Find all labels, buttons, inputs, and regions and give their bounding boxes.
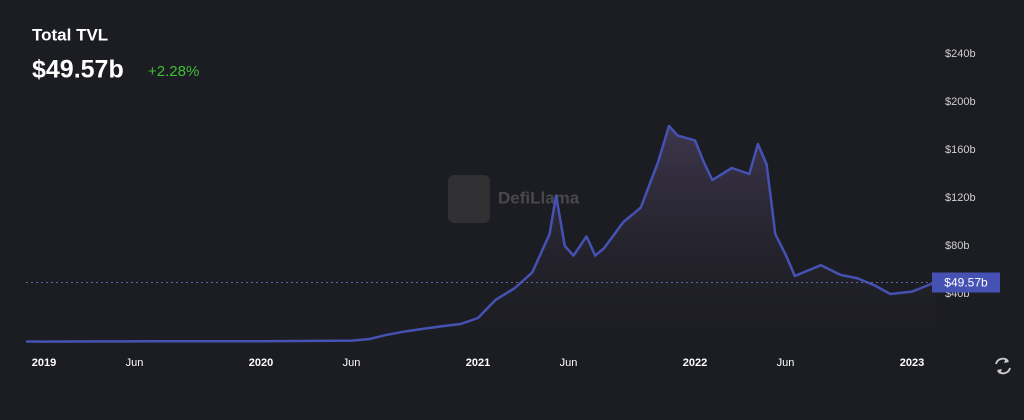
x-tick-label: Jun: [343, 357, 361, 369]
watermark-text: DefiLlama: [498, 188, 580, 207]
x-tick-label: 2019: [32, 357, 56, 369]
refresh-button[interactable]: [995, 357, 1011, 375]
x-tick-label: Jun: [560, 357, 578, 369]
refresh-arrows[interactable]: [997, 358, 1009, 374]
x-tick-label: 2022: [683, 357, 707, 369]
x-tick-label: 2023: [900, 357, 924, 369]
y-tick-label: $160b: [945, 144, 976, 156]
current-value-label: $49.57b: [944, 276, 988, 290]
area-fill: [26, 126, 935, 342]
y-tick-label: $80b: [945, 240, 969, 252]
watermark: DefiLlama: [448, 175, 580, 223]
current-value-box: [932, 272, 1000, 293]
headline-value: $49.57b: [32, 56, 124, 84]
y-tick-label: $120b: [945, 192, 976, 204]
y-tick-label: $240b: [945, 48, 976, 60]
x-tick-label: 2021: [466, 357, 490, 369]
tvl-line: [25, 124, 936, 343]
y-tick-label: $200b: [945, 96, 976, 108]
x-tick-label: Jun: [777, 357, 795, 369]
watermark-logo: [448, 175, 490, 223]
chart-title: Total TVL: [32, 25, 108, 44]
x-tick-label: Jun: [126, 357, 144, 369]
x-tick-label: 2020: [249, 357, 273, 369]
change-percent: +2.28%: [148, 63, 199, 80]
